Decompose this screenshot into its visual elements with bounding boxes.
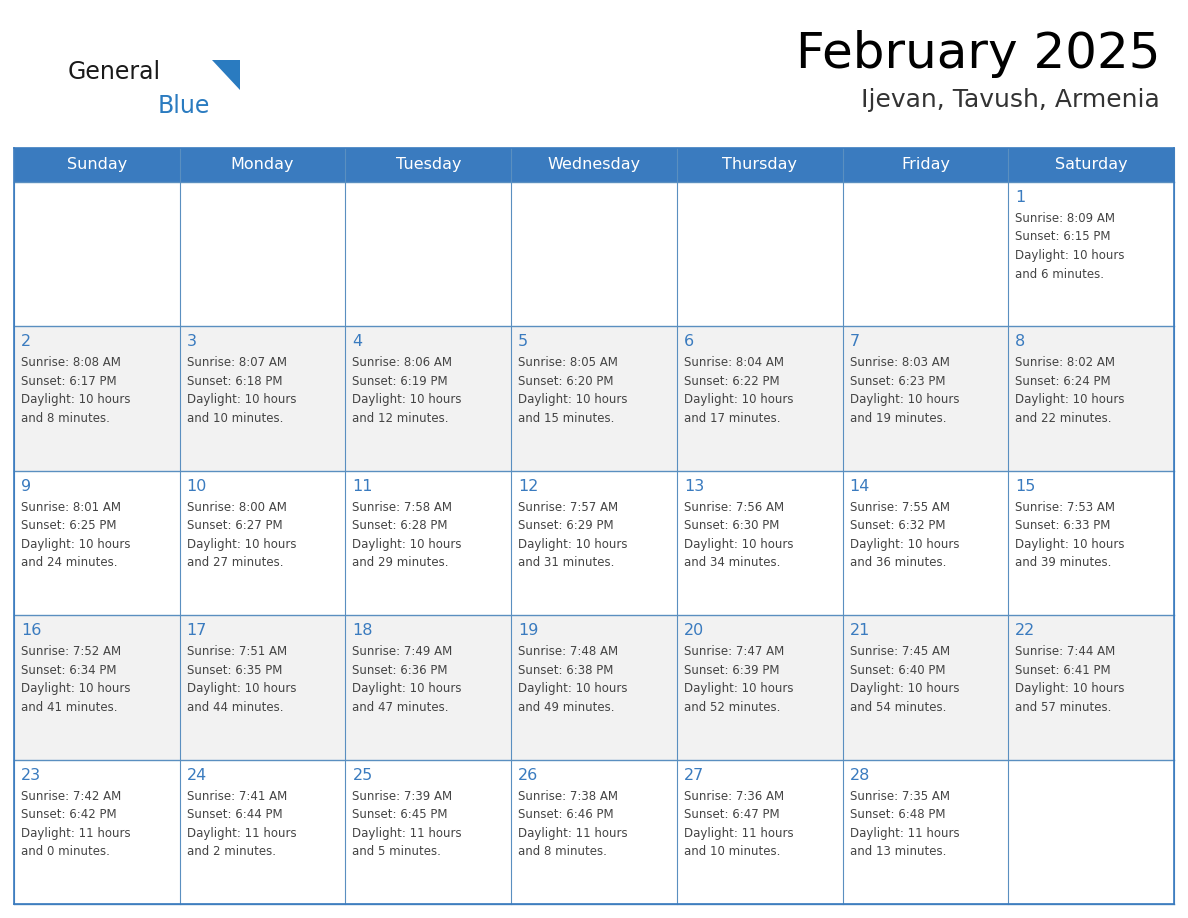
Text: Sunrise: 7:45 AM
Sunset: 6:40 PM
Daylight: 10 hours
and 54 minutes.: Sunrise: 7:45 AM Sunset: 6:40 PM Dayligh… [849,645,959,713]
Text: Monday: Monday [230,158,295,173]
Text: 14: 14 [849,479,870,494]
Text: Sunrise: 8:09 AM
Sunset: 6:15 PM
Daylight: 10 hours
and 6 minutes.: Sunrise: 8:09 AM Sunset: 6:15 PM Dayligh… [1016,212,1125,281]
Text: 5: 5 [518,334,529,350]
Text: Sunrise: 7:51 AM
Sunset: 6:35 PM
Daylight: 10 hours
and 44 minutes.: Sunrise: 7:51 AM Sunset: 6:35 PM Dayligh… [187,645,296,713]
Text: Sunrise: 7:53 AM
Sunset: 6:33 PM
Daylight: 10 hours
and 39 minutes.: Sunrise: 7:53 AM Sunset: 6:33 PM Dayligh… [1016,501,1125,569]
Text: 24: 24 [187,767,207,783]
Text: 28: 28 [849,767,870,783]
Text: Sunrise: 8:06 AM
Sunset: 6:19 PM
Daylight: 10 hours
and 12 minutes.: Sunrise: 8:06 AM Sunset: 6:19 PM Dayligh… [353,356,462,425]
Text: Blue: Blue [158,94,210,118]
Text: 6: 6 [684,334,694,350]
Text: Sunrise: 8:00 AM
Sunset: 6:27 PM
Daylight: 10 hours
and 27 minutes.: Sunrise: 8:00 AM Sunset: 6:27 PM Dayligh… [187,501,296,569]
Text: Ijevan, Tavush, Armenia: Ijevan, Tavush, Armenia [861,88,1159,112]
Text: 15: 15 [1016,479,1036,494]
Text: Sunrise: 8:05 AM
Sunset: 6:20 PM
Daylight: 10 hours
and 15 minutes.: Sunrise: 8:05 AM Sunset: 6:20 PM Dayligh… [518,356,627,425]
Text: Sunrise: 7:57 AM
Sunset: 6:29 PM
Daylight: 10 hours
and 31 minutes.: Sunrise: 7:57 AM Sunset: 6:29 PM Dayligh… [518,501,627,569]
Bar [14,759,1174,904]
Text: Sunrise: 7:35 AM
Sunset: 6:48 PM
Daylight: 11 hours
and 13 minutes.: Sunrise: 7:35 AM Sunset: 6:48 PM Dayligh… [849,789,959,858]
Text: Sunrise: 8:01 AM
Sunset: 6:25 PM
Daylight: 10 hours
and 24 minutes.: Sunrise: 8:01 AM Sunset: 6:25 PM Dayligh… [21,501,131,569]
Text: Sunrise: 8:04 AM
Sunset: 6:22 PM
Daylight: 10 hours
and 17 minutes.: Sunrise: 8:04 AM Sunset: 6:22 PM Dayligh… [684,356,794,425]
Text: February 2025: February 2025 [796,30,1159,78]
Text: Friday: Friday [901,158,950,173]
Text: Sunrise: 7:58 AM
Sunset: 6:28 PM
Daylight: 10 hours
and 29 minutes.: Sunrise: 7:58 AM Sunset: 6:28 PM Dayligh… [353,501,462,569]
Text: Sunday: Sunday [67,158,127,173]
Polygon shape [211,60,240,90]
Text: Wednesday: Wednesday [548,158,640,173]
Text: 17: 17 [187,623,207,638]
Text: 23: 23 [21,767,42,783]
Text: 10: 10 [187,479,207,494]
Text: Sunrise: 8:03 AM
Sunset: 6:23 PM
Daylight: 10 hours
and 19 minutes.: Sunrise: 8:03 AM Sunset: 6:23 PM Dayligh… [849,356,959,425]
Bar [14,148,1174,182]
Text: Sunrise: 7:55 AM
Sunset: 6:32 PM
Daylight: 10 hours
and 36 minutes.: Sunrise: 7:55 AM Sunset: 6:32 PM Dayligh… [849,501,959,569]
Text: 1: 1 [1016,190,1025,205]
Text: 2: 2 [21,334,31,350]
Text: 9: 9 [21,479,31,494]
Text: Sunrise: 7:39 AM
Sunset: 6:45 PM
Daylight: 11 hours
and 5 minutes.: Sunrise: 7:39 AM Sunset: 6:45 PM Dayligh… [353,789,462,858]
Text: Sunrise: 7:48 AM
Sunset: 6:38 PM
Daylight: 10 hours
and 49 minutes.: Sunrise: 7:48 AM Sunset: 6:38 PM Dayligh… [518,645,627,713]
Text: 4: 4 [353,334,362,350]
Text: 27: 27 [684,767,704,783]
Text: Saturday: Saturday [1055,158,1127,173]
Bar [14,471,1174,615]
Text: 13: 13 [684,479,704,494]
Text: Sunrise: 7:38 AM
Sunset: 6:46 PM
Daylight: 11 hours
and 8 minutes.: Sunrise: 7:38 AM Sunset: 6:46 PM Dayligh… [518,789,627,858]
Text: 20: 20 [684,623,704,638]
Text: 12: 12 [518,479,538,494]
Text: Sunrise: 7:47 AM
Sunset: 6:39 PM
Daylight: 10 hours
and 52 minutes.: Sunrise: 7:47 AM Sunset: 6:39 PM Dayligh… [684,645,794,713]
Text: 25: 25 [353,767,373,783]
Text: Sunrise: 7:41 AM
Sunset: 6:44 PM
Daylight: 11 hours
and 2 minutes.: Sunrise: 7:41 AM Sunset: 6:44 PM Dayligh… [187,789,296,858]
Bar [14,615,1174,759]
Bar [14,182,1174,327]
Text: 19: 19 [518,623,538,638]
Text: Sunrise: 7:44 AM
Sunset: 6:41 PM
Daylight: 10 hours
and 57 minutes.: Sunrise: 7:44 AM Sunset: 6:41 PM Dayligh… [1016,645,1125,713]
Text: 7: 7 [849,334,860,350]
Text: Sunrise: 7:42 AM
Sunset: 6:42 PM
Daylight: 11 hours
and 0 minutes.: Sunrise: 7:42 AM Sunset: 6:42 PM Dayligh… [21,789,131,858]
Text: Sunrise: 8:07 AM
Sunset: 6:18 PM
Daylight: 10 hours
and 10 minutes.: Sunrise: 8:07 AM Sunset: 6:18 PM Dayligh… [187,356,296,425]
Text: 8: 8 [1016,334,1025,350]
Text: Sunrise: 7:49 AM
Sunset: 6:36 PM
Daylight: 10 hours
and 47 minutes.: Sunrise: 7:49 AM Sunset: 6:36 PM Dayligh… [353,645,462,713]
Text: 21: 21 [849,623,870,638]
Text: 26: 26 [518,767,538,783]
Text: Sunrise: 8:08 AM
Sunset: 6:17 PM
Daylight: 10 hours
and 8 minutes.: Sunrise: 8:08 AM Sunset: 6:17 PM Dayligh… [21,356,131,425]
Text: 22: 22 [1016,623,1036,638]
Text: Sunrise: 8:02 AM
Sunset: 6:24 PM
Daylight: 10 hours
and 22 minutes.: Sunrise: 8:02 AM Sunset: 6:24 PM Dayligh… [1016,356,1125,425]
Text: Sunrise: 7:52 AM
Sunset: 6:34 PM
Daylight: 10 hours
and 41 minutes.: Sunrise: 7:52 AM Sunset: 6:34 PM Dayligh… [21,645,131,713]
Text: 16: 16 [21,623,42,638]
Text: 11: 11 [353,479,373,494]
Text: General: General [68,60,162,84]
Text: Sunrise: 7:36 AM
Sunset: 6:47 PM
Daylight: 11 hours
and 10 minutes.: Sunrise: 7:36 AM Sunset: 6:47 PM Dayligh… [684,789,794,858]
Text: Thursday: Thursday [722,158,797,173]
Text: Sunrise: 7:56 AM
Sunset: 6:30 PM
Daylight: 10 hours
and 34 minutes.: Sunrise: 7:56 AM Sunset: 6:30 PM Dayligh… [684,501,794,569]
Text: 18: 18 [353,623,373,638]
Text: Tuesday: Tuesday [396,158,461,173]
Text: 3: 3 [187,334,197,350]
Bar [14,327,1174,471]
